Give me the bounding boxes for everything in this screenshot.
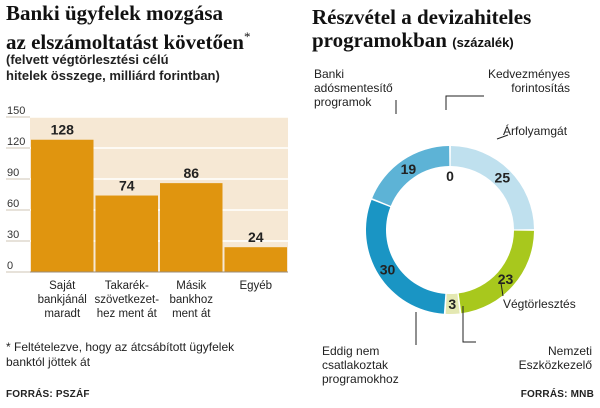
bar-chart-title-line2: az elszámoltatást követően bbox=[6, 30, 244, 54]
leader-line bbox=[445, 95, 484, 110]
x-category-label: Másik bbox=[176, 280, 206, 292]
y-tick-label: 90 bbox=[7, 167, 19, 179]
x-category-label: ment át bbox=[172, 308, 211, 320]
y-tick-label: 30 bbox=[7, 229, 19, 241]
bar bbox=[224, 247, 287, 272]
donut-slice-label: csatlakoztak bbox=[322, 358, 389, 372]
leader-line bbox=[496, 134, 509, 140]
bar-chart-title-line1: Banki ügyfelek mozgása bbox=[6, 1, 224, 25]
donut-slice-label: Végtörlesztés bbox=[503, 297, 576, 311]
donut-slice-label: Eddig nem bbox=[322, 344, 379, 358]
x-category-label: maradt bbox=[44, 308, 81, 320]
bar-chart: 0 30 60 90 120 150 128 Saját bankjánál maradt 74 Ta… bbox=[6, 105, 288, 320]
y-tick-label: 0 bbox=[7, 260, 13, 272]
bar-chart-subtitle-line1: (felvett végtörlesztési célú bbox=[6, 52, 169, 67]
donut-chart-unit: (százalék) bbox=[452, 35, 514, 50]
bar-value-label: 74 bbox=[119, 178, 135, 194]
bar-chart-subtitle: (felvett végtörlesztési célú hitelek öss… bbox=[6, 52, 296, 84]
donut-slice bbox=[372, 146, 450, 206]
footnote: * Feltételezve, hogy az átcsábított ügyf… bbox=[6, 340, 296, 370]
donut-value-label: 19 bbox=[401, 161, 417, 177]
bar-chart-title-line2-wrap: az elszámoltatást követően* bbox=[6, 25, 250, 54]
title-asterisk: * bbox=[243, 29, 251, 44]
donut-slice-label: adósmentesítő bbox=[314, 81, 393, 95]
bar-value-label: 24 bbox=[248, 229, 264, 245]
donut-slice-label: programokhoz bbox=[322, 372, 399, 386]
x-category-label: szövetkezet- bbox=[94, 294, 159, 306]
donut-chart-title-line2: programokban bbox=[312, 28, 447, 52]
donut-chart-title-line1: Részvétel a devizahiteles bbox=[312, 5, 532, 29]
y-tick-label: 150 bbox=[7, 105, 25, 117]
y-tick-label: 60 bbox=[7, 198, 19, 210]
donut-slice-label: Eszközkezelő bbox=[519, 358, 593, 372]
x-category-label: bankhoz bbox=[170, 294, 214, 306]
source-right: FORRÁS: MNB bbox=[520, 389, 594, 400]
source-left: FORRÁS: PSZÁF bbox=[6, 389, 90, 400]
x-category-label: Saját bbox=[49, 280, 76, 292]
leader-line bbox=[462, 306, 476, 343]
donut-value-label: 0 bbox=[446, 168, 454, 184]
donut-chart-panel: Részvétel a devizahiteles programokban (… bbox=[308, 0, 600, 408]
donut-slice-label: forintosítás bbox=[511, 81, 570, 95]
donut-slice-label: Árfolyamgát bbox=[503, 123, 568, 138]
donut-slice-label: Kedvezményes bbox=[488, 67, 570, 81]
bar-chart-title: Banki ügyfelek mozgása az elszámoltatást… bbox=[6, 2, 250, 54]
bar-chart-subtitle-line2: hitelek összege, milliárd forintban) bbox=[6, 68, 220, 83]
footnote-line1: * Feltételezve, hogy az átcsábított ügyf… bbox=[6, 340, 235, 354]
donut-slice bbox=[366, 199, 446, 314]
donut-slice-label: Banki bbox=[314, 67, 344, 81]
donut-value-label: 23 bbox=[498, 271, 514, 287]
leader-line bbox=[500, 282, 504, 297]
x-category-label: Takarék- bbox=[105, 280, 149, 292]
donut-slice-label: Nemzeti bbox=[548, 344, 592, 358]
x-category-label: hez ment át bbox=[97, 308, 158, 320]
bar bbox=[31, 139, 94, 272]
donut-chart-title: Részvétel a devizahiteles programokban (… bbox=[312, 6, 531, 54]
y-tick-label: 120 bbox=[7, 136, 25, 148]
donut-slice-label: programok bbox=[314, 95, 372, 109]
donut-slice bbox=[445, 293, 460, 314]
donut-chart-title-line2-wrap: programokban (százalék) bbox=[312, 29, 531, 54]
bar-chart-panel: Banki ügyfelek mozgása az elszámoltatást… bbox=[6, 2, 296, 400]
donut-value-label: 30 bbox=[380, 262, 396, 278]
bar-value-label: 128 bbox=[51, 122, 75, 138]
donut-slice bbox=[458, 230, 534, 314]
bar bbox=[160, 183, 223, 272]
donut-value-label: 3 bbox=[448, 296, 456, 312]
x-category-label: bankjánál bbox=[38, 294, 87, 306]
donut-slice bbox=[450, 146, 534, 230]
donut-value-label: 25 bbox=[495, 170, 511, 186]
bar-value-label: 86 bbox=[183, 165, 199, 181]
footnote-line2: banktól jöttek át bbox=[6, 355, 91, 369]
bar bbox=[95, 195, 158, 272]
x-category-label: Egyéb bbox=[239, 280, 272, 292]
